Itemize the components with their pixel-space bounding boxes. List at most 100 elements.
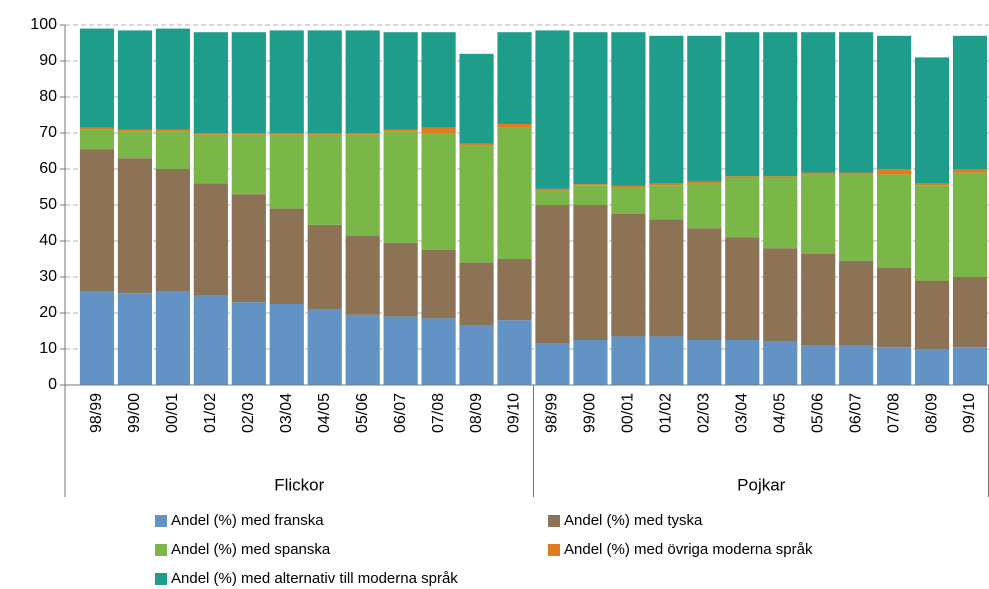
- bar-segment: [345, 314, 380, 385]
- bar-segment: [801, 174, 836, 254]
- bar-segment: [497, 127, 532, 259]
- bar-segment: [117, 129, 153, 132]
- bar-segment: [952, 277, 988, 348]
- bar-segment: [421, 32, 456, 128]
- bar-segment: [839, 345, 874, 385]
- x-tick-label: 01/02: [658, 393, 675, 433]
- bar-segment: [687, 35, 722, 182]
- bar-segment: [687, 228, 722, 340]
- bar-segment: [611, 336, 646, 385]
- bar-segment: [307, 133, 342, 135]
- bar-segment: [952, 169, 988, 173]
- bar-segment: [763, 176, 798, 178]
- bar-segment: [952, 347, 988, 385]
- bar-segment: [383, 129, 418, 132]
- bar-segment: [611, 185, 646, 187]
- legend-label: Andel (%) med alternativ till moderna sp…: [171, 570, 458, 587]
- bar-segment: [345, 235, 380, 315]
- x-tick-label: 04/05: [771, 393, 788, 433]
- x-tick-label: 98/99: [88, 393, 105, 433]
- x-tick-label: 99/00: [126, 393, 143, 433]
- y-tick-label: 40: [39, 232, 57, 249]
- bar-segment: [117, 293, 153, 385]
- legend-swatch: [548, 515, 560, 527]
- bar-segment: [611, 32, 646, 186]
- x-tick-label: 00/01: [164, 393, 181, 433]
- bar-segment: [459, 53, 494, 144]
- bar-segment: [345, 133, 380, 135]
- bar-segment: [345, 30, 380, 133]
- bar-segment: [801, 32, 836, 173]
- bar-segment: [725, 32, 760, 177]
- bar-segment: [535, 343, 570, 385]
- bar-segment: [649, 336, 684, 385]
- x-tick-label: 07/08: [430, 393, 447, 433]
- x-tick-label: 05/06: [809, 393, 826, 433]
- bar-segment: [573, 32, 608, 185]
- bar-segment: [421, 318, 456, 385]
- bar-segment: [914, 183, 950, 186]
- bar-segment: [497, 32, 532, 125]
- x-tick-label: 98/99: [544, 393, 561, 433]
- bar-segment: [193, 183, 228, 295]
- bar-segment: [307, 134, 342, 225]
- bar-segment: [877, 268, 912, 348]
- bar-segment: [611, 187, 646, 214]
- x-tick-label: 99/00: [582, 393, 599, 433]
- bar-segment: [914, 185, 950, 281]
- legend-swatch: [548, 544, 560, 556]
- bar-segment: [952, 172, 988, 277]
- bar-segment: [535, 190, 570, 205]
- bar-segment: [421, 127, 456, 133]
- y-tick-label: 20: [39, 304, 57, 321]
- bar-segment: [914, 57, 950, 184]
- bar-segment: [725, 176, 760, 178]
- bar-segment: [725, 178, 760, 238]
- x-tick-label: 06/07: [392, 393, 409, 433]
- group-label: Flickor: [274, 475, 324, 494]
- bar-segment: [459, 145, 494, 263]
- bar-segment: [117, 158, 153, 294]
- bar-segment: [269, 30, 304, 133]
- bar-segment: [79, 127, 115, 130]
- bar-segment: [914, 280, 950, 349]
- bar-segment: [383, 131, 418, 243]
- bar-segment: [155, 131, 190, 169]
- bar-segment: [914, 349, 950, 385]
- bar-segment: [839, 32, 874, 173]
- x-tick-label: 09/10: [961, 393, 978, 433]
- x-tick-label: 01/02: [202, 393, 219, 433]
- bar-segment: [763, 341, 798, 385]
- bar-segment: [79, 291, 115, 385]
- legend-label: Andel (%) med spanska: [171, 541, 331, 558]
- bar-segment: [79, 149, 115, 292]
- bar-segment: [573, 205, 608, 340]
- bar-segment: [231, 302, 266, 385]
- y-tick-label: 80: [39, 88, 57, 105]
- x-tick-label: 05/06: [354, 393, 371, 433]
- bar-segment: [459, 325, 494, 385]
- bar-segment: [839, 172, 874, 175]
- x-tick-label: 04/05: [316, 393, 333, 433]
- legend-swatch: [155, 573, 167, 585]
- y-tick-label: 0: [48, 376, 57, 393]
- bar-segment: [801, 345, 836, 385]
- x-tick-label: 03/04: [278, 393, 295, 433]
- bar-segment: [231, 134, 266, 195]
- bar-segment: [573, 340, 608, 385]
- bar-segment: [421, 250, 456, 319]
- group-label: Pojkar: [737, 475, 786, 494]
- x-tick-label: 08/09: [923, 393, 940, 433]
- bar-segment: [497, 259, 532, 321]
- bar-segment: [535, 188, 570, 191]
- bar-segment: [763, 32, 798, 177]
- bar-segment: [725, 237, 760, 340]
- bar-segment: [763, 248, 798, 342]
- bar-segment: [193, 32, 228, 134]
- bar-segment: [193, 134, 228, 184]
- bar-segment: [687, 183, 722, 229]
- bar-segment: [231, 32, 266, 134]
- y-tick-label: 60: [39, 160, 57, 177]
- y-tick-label: 50: [39, 196, 57, 213]
